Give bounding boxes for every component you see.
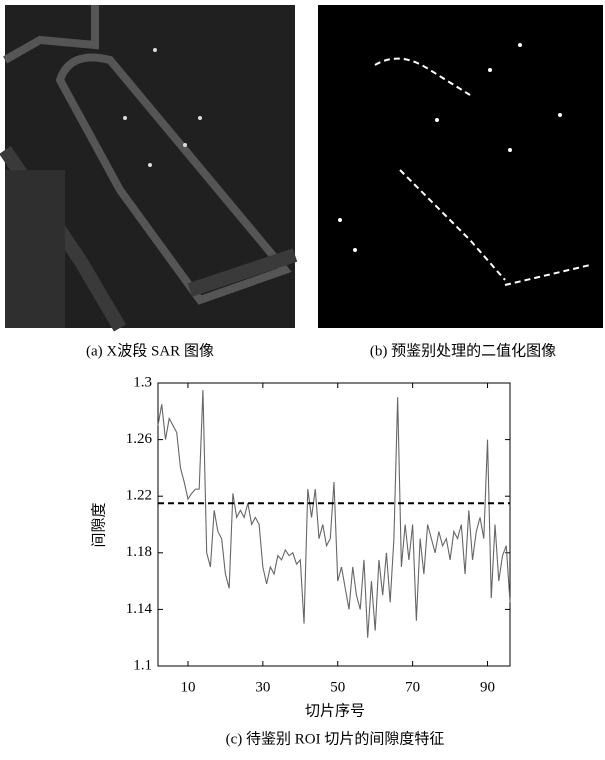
y-tick-label: 1.22 (126, 488, 152, 504)
sar-image (5, 5, 295, 328)
y-axis-label: 间隙度 (90, 502, 107, 547)
page: (a) X波段 SAR 图像 (b) 预鉴别处理的二值化图像 切片序号 间隙度 … (0, 0, 605, 760)
data-line (158, 390, 510, 638)
x-tick-label: 10 (180, 679, 195, 695)
figure: (a) X波段 SAR 图像 (b) 预鉴别处理的二值化图像 切片序号 间隙度 … (0, 0, 605, 755)
x-tick-label: 30 (255, 679, 270, 695)
x-tick-label: 90 (480, 679, 495, 695)
panel-caption: (b) 预鉴别处理的二值化图像 (370, 342, 556, 359)
x-axis-label: 切片序号 (305, 702, 365, 719)
panel-caption: (a) X波段 SAR 图像 (86, 342, 214, 359)
y-tick-label: 1.3 (133, 374, 152, 390)
chart-caption: (c) 待鉴别 ROI 切片的间隙度特征 (226, 730, 445, 747)
y-tick-label: 1.26 (126, 431, 153, 447)
x-tick-label: 70 (405, 679, 420, 695)
y-tick-label: 1.18 (126, 544, 152, 560)
binary-image (318, 5, 603, 328)
y-tick-label: 1.1 (133, 657, 152, 673)
x-tick-label: 50 (330, 679, 345, 695)
y-tick-label: 1.14 (126, 601, 153, 617)
plot-frame (158, 383, 510, 666)
